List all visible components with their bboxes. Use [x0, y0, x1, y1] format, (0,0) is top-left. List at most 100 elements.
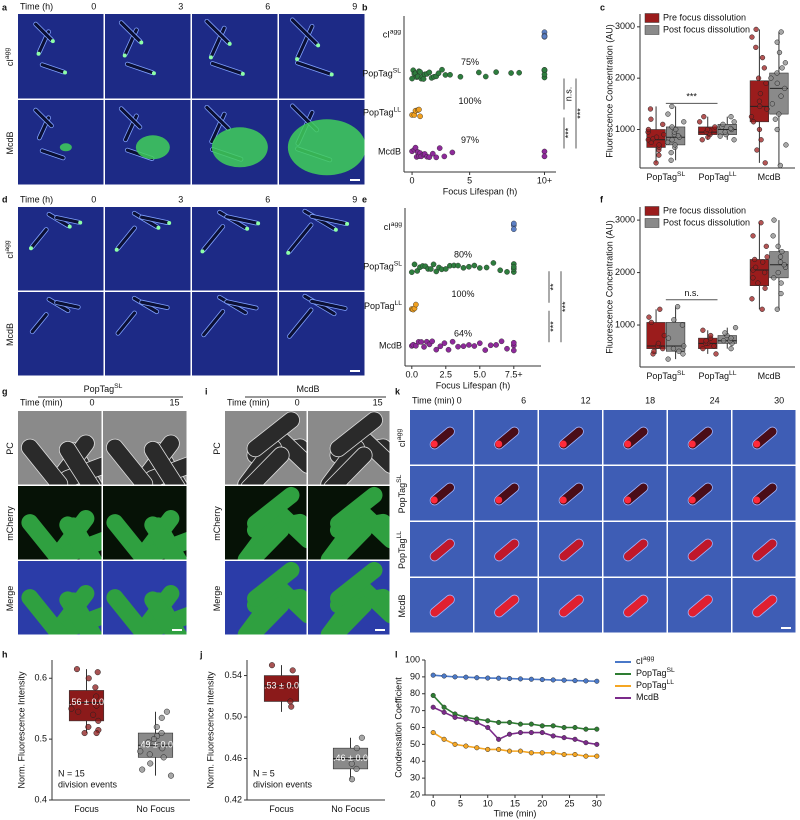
significance-label: *** [563, 127, 573, 138]
micrograph [539, 466, 602, 521]
panel-letter: b [362, 2, 368, 12]
point [757, 90, 764, 97]
focus [63, 70, 68, 75]
point [408, 269, 415, 275]
percent-label: 75% [461, 57, 479, 67]
point [754, 147, 760, 153]
annotation: division events [58, 779, 118, 789]
legend-label: PopTagSL [636, 667, 675, 678]
annotation: N = 5 [253, 768, 275, 778]
value-label: 0.53 ± 0.01 [259, 680, 304, 690]
cell [106, 589, 153, 635]
point [145, 739, 152, 746]
point [490, 260, 497, 266]
point [430, 672, 436, 678]
y-axis-label: Norm. Fluorescence Intensity [205, 671, 215, 789]
point [433, 154, 440, 161]
point [778, 29, 784, 35]
time-label: Time (min) [20, 397, 63, 407]
label-sup: SL [114, 383, 123, 390]
point [442, 266, 449, 272]
point [779, 248, 785, 255]
point [348, 760, 355, 767]
point [665, 111, 671, 117]
point [572, 678, 578, 684]
label-sup: LL [396, 531, 403, 539]
focus [753, 440, 761, 448]
point [777, 259, 784, 265]
point [645, 137, 651, 143]
legend-label: PopTagLL [636, 679, 674, 690]
label-text: PopTag [646, 371, 677, 381]
point [777, 254, 784, 260]
micrograph [474, 522, 538, 577]
micrograph [18, 14, 104, 99]
value-label: 0.46 ± 0.02 [328, 753, 373, 763]
point [750, 233, 756, 239]
y-axis-label: Fluorescence Concentration (AU) [604, 24, 614, 158]
point [430, 704, 436, 710]
point [594, 726, 600, 732]
point [476, 340, 483, 346]
label-text: McdB [758, 172, 781, 182]
point [167, 772, 175, 779]
cell [29, 312, 49, 335]
point [674, 304, 681, 310]
point [430, 692, 436, 698]
point [158, 714, 165, 721]
x-tick-label: PopTagLL [698, 171, 736, 182]
micrograph [539, 578, 602, 633]
point [664, 139, 671, 145]
point [497, 267, 504, 274]
point [353, 745, 360, 752]
y-tick-label: 100 [405, 654, 420, 664]
point [761, 269, 768, 276]
x-tick-label: 0 [410, 175, 415, 185]
micrograph [474, 410, 538, 465]
point [646, 314, 652, 320]
y-tick-label: cIagg [383, 29, 402, 40]
point [95, 717, 102, 724]
percent-label: 80% [454, 250, 472, 260]
point [483, 264, 490, 271]
percent-label: 100% [458, 96, 481, 106]
y-tick-label: PopTagLL [363, 107, 401, 118]
point [753, 26, 759, 33]
point [759, 54, 766, 61]
y-axis-label: Fluorescence Concentration (AU) [604, 220, 614, 354]
label-text: PopTag [364, 301, 395, 311]
label-sup: agg [396, 429, 403, 441]
point [763, 80, 769, 86]
point [774, 80, 780, 86]
x-tick-label: 20 [537, 798, 547, 808]
micrograph [192, 100, 278, 185]
point [774, 39, 780, 45]
micrograph [603, 522, 667, 577]
label-sup: agg [391, 221, 403, 228]
point [756, 98, 763, 104]
x-tick-label: No Focus [136, 804, 175, 814]
label-text: McdB [378, 147, 401, 157]
cell [323, 446, 373, 485]
label-text: mCherry [212, 506, 222, 541]
point [539, 723, 545, 729]
label-text: Merge [212, 586, 222, 612]
row-label: McdB [397, 594, 407, 617]
micrograph [668, 522, 731, 577]
point [163, 708, 170, 715]
point [774, 126, 780, 133]
point [441, 673, 447, 679]
point [772, 116, 778, 122]
point [708, 332, 714, 339]
micrograph [18, 486, 102, 560]
point [93, 729, 100, 737]
point [435, 70, 442, 77]
y-tick-label: 90 [410, 671, 420, 681]
point [673, 126, 679, 133]
time-value: 30 [774, 395, 784, 405]
micrograph [18, 100, 104, 185]
point [717, 133, 723, 139]
point [441, 704, 447, 710]
micrograph [410, 466, 473, 521]
micrograph [279, 292, 365, 376]
